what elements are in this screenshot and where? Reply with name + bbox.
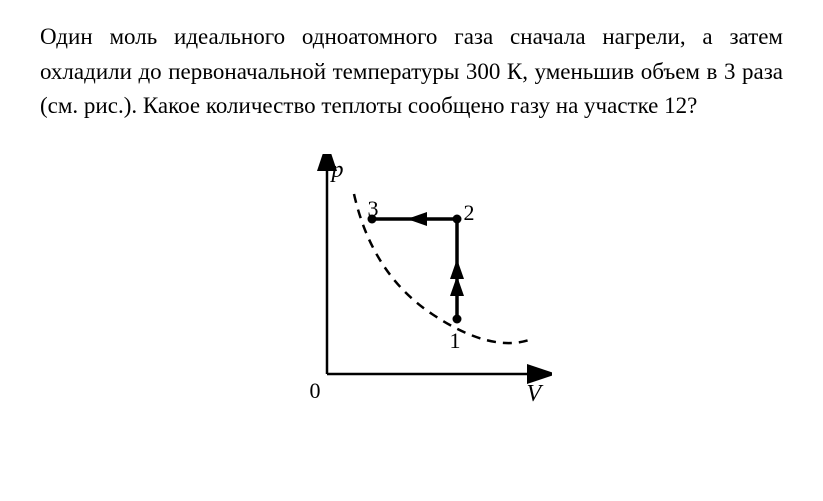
point-1-label: 1	[450, 324, 461, 357]
origin-label: 0	[310, 374, 321, 407]
isotherm-curve	[354, 194, 532, 343]
problem-text: Один моль идеального одноатомного газа с…	[40, 20, 783, 124]
problem-body: Один моль идеального одноатомного газа с…	[40, 24, 783, 118]
arrow-23	[407, 212, 427, 226]
diagram-container: p V 0 1 2 3	[40, 154, 783, 404]
x-axis-label: V	[527, 376, 542, 412]
pv-diagram: p V 0 1 2 3	[272, 154, 552, 404]
point-1	[452, 314, 461, 323]
point-3-label: 3	[368, 192, 379, 225]
diagram-svg	[272, 154, 552, 404]
point-2-label: 2	[464, 196, 475, 229]
point-2	[452, 214, 461, 223]
y-axis-label: p	[332, 152, 344, 188]
